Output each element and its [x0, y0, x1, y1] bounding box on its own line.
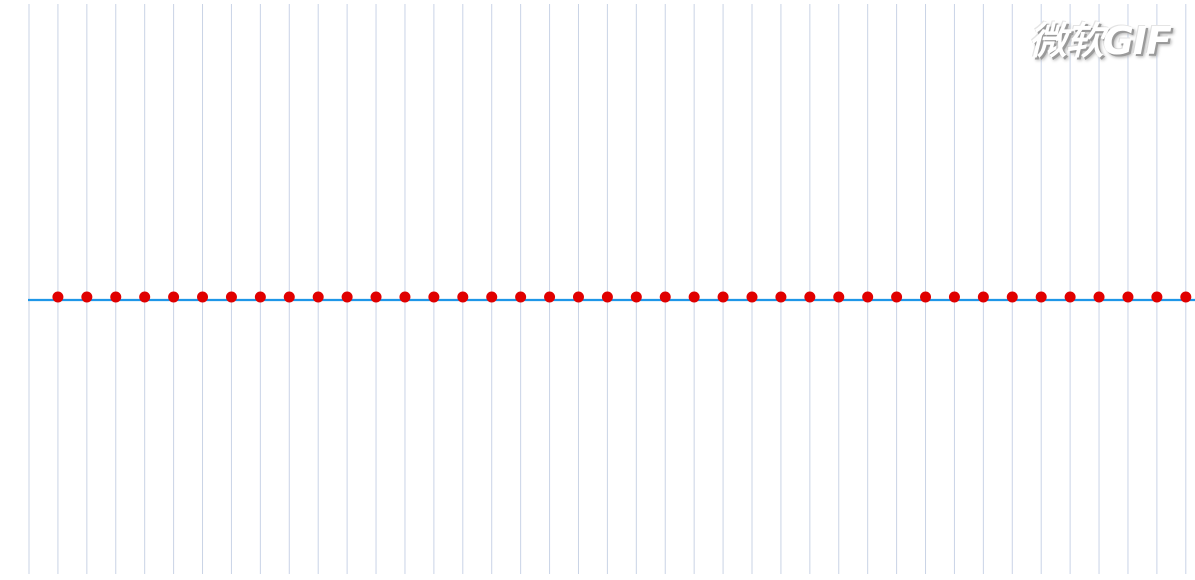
point — [341, 291, 353, 303]
point — [1093, 291, 1105, 303]
point — [948, 291, 960, 303]
vertical-grid-lines — [28, 4, 1187, 574]
point — [399, 291, 411, 303]
point — [197, 291, 209, 303]
point — [52, 291, 64, 303]
point — [688, 291, 700, 303]
point — [775, 291, 787, 303]
point — [833, 291, 845, 303]
point — [312, 291, 324, 303]
point — [225, 291, 237, 303]
point — [601, 291, 613, 303]
point — [486, 291, 498, 303]
point — [1006, 291, 1018, 303]
point — [717, 291, 729, 303]
point — [572, 291, 584, 303]
point — [81, 291, 93, 303]
point — [862, 291, 874, 303]
point — [168, 291, 180, 303]
point — [457, 291, 469, 303]
point — [1151, 291, 1163, 303]
point — [110, 291, 122, 303]
watermark-logo: 微软GIF — [1028, 19, 1172, 63]
point — [659, 291, 671, 303]
point — [283, 291, 295, 303]
point — [1064, 291, 1076, 303]
point — [1035, 291, 1047, 303]
point — [746, 291, 758, 303]
point — [428, 291, 440, 303]
point — [804, 291, 816, 303]
point — [977, 291, 989, 303]
point — [1122, 291, 1134, 303]
point — [1180, 291, 1192, 303]
point — [515, 291, 527, 303]
point — [630, 291, 642, 303]
point — [891, 291, 903, 303]
point — [920, 291, 932, 303]
point — [139, 291, 151, 303]
point — [544, 291, 556, 303]
point — [370, 291, 382, 303]
point — [254, 291, 266, 303]
points-row — [52, 291, 1192, 303]
